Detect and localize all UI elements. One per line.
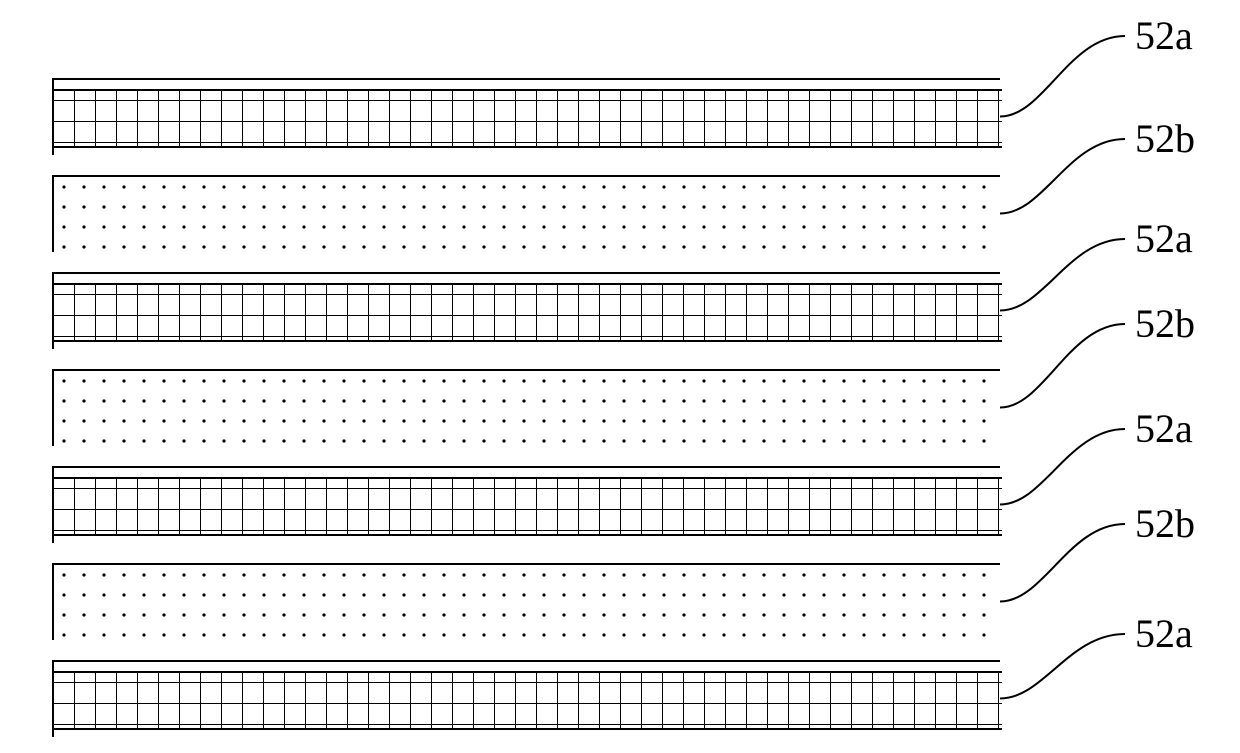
lead-line	[0, 0, 1240, 753]
